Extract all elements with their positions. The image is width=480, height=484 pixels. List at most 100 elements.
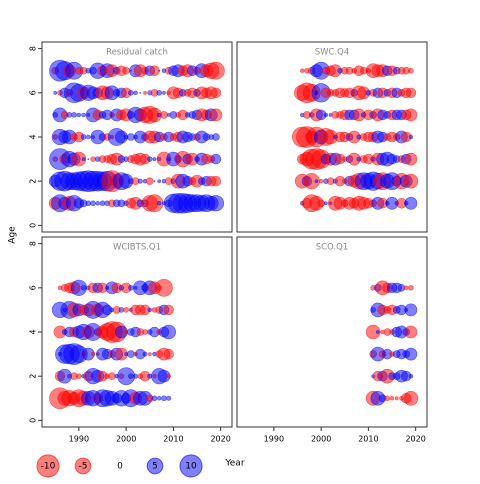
- bubble: [147, 307, 152, 313]
- bubble: [300, 68, 305, 73]
- legend-bubble: [179, 454, 203, 478]
- bubble: [323, 112, 329, 118]
- y-tick-label: 8: [29, 46, 38, 51]
- panel-title: SWC.Q4: [315, 48, 350, 58]
- bubble: [76, 373, 82, 379]
- bubble: [127, 133, 135, 141]
- x-axis-label: Year: [224, 459, 244, 469]
- legend-label: 10: [185, 462, 197, 472]
- bubble: [210, 87, 222, 99]
- bubble: [210, 153, 222, 165]
- bubble: [210, 175, 222, 187]
- x-tick-label: 2020: [405, 435, 425, 444]
- bubble: [90, 351, 96, 357]
- bubble: [161, 324, 176, 340]
- y-tick-label: 2: [29, 179, 38, 184]
- bubble: [153, 180, 156, 183]
- bubble: [403, 173, 419, 189]
- bubble: [145, 177, 154, 185]
- legend-bubble: [74, 457, 92, 475]
- bubble: [209, 108, 223, 122]
- bubble: [86, 134, 91, 140]
- bubble: [317, 199, 325, 208]
- bubble: [85, 200, 92, 207]
- bubble: [394, 396, 399, 401]
- bubble: [108, 372, 116, 380]
- y-tick-label: 0: [29, 418, 38, 423]
- bubble: [404, 196, 418, 210]
- bubble: [408, 67, 414, 74]
- bubble: [156, 396, 162, 401]
- panel-frame: [236, 41, 428, 233]
- bubble: [133, 90, 138, 96]
- bubble: [397, 284, 406, 292]
- bubble: [139, 91, 142, 94]
- bubble: [71, 112, 77, 118]
- panel-frame: [236, 236, 428, 428]
- bubble: [90, 200, 96, 207]
- bubble: [166, 373, 171, 379]
- bubble: [318, 178, 324, 184]
- bubble: [408, 285, 414, 291]
- bubble: [405, 87, 417, 99]
- bubble: [160, 111, 168, 119]
- bubble: [80, 285, 87, 291]
- x-tick-label: 2010: [358, 435, 378, 444]
- bubble: [207, 195, 225, 212]
- bubble: [133, 373, 139, 379]
- legend-label: 5: [152, 462, 158, 472]
- bubble: [207, 61, 225, 80]
- bubble: [80, 134, 87, 140]
- legend-bubble: [36, 454, 60, 478]
- y-tick-label: 4: [29, 329, 38, 334]
- bubble: [123, 307, 129, 313]
- bubble: [143, 90, 147, 95]
- bubble: [76, 112, 82, 118]
- panel-title: Residual catch: [106, 48, 168, 58]
- bubble: [314, 179, 319, 184]
- bubble: [128, 373, 134, 379]
- bubble: [404, 108, 418, 122]
- x-tick-label: 2020: [210, 435, 230, 444]
- bubble: [156, 90, 162, 96]
- bubble: [156, 201, 162, 206]
- legend-label: -5: [79, 462, 88, 472]
- bubble: [128, 90, 134, 96]
- bubble: [408, 373, 414, 379]
- bubble: [95, 201, 100, 206]
- bubble: [137, 178, 143, 184]
- bubble: [146, 156, 153, 162]
- bubble: [128, 285, 134, 291]
- bubble: [118, 307, 125, 313]
- bubble: [127, 350, 135, 358]
- bubble: [404, 347, 418, 361]
- bubble: [142, 329, 148, 335]
- bubble: [152, 157, 157, 161]
- bubble: [71, 151, 87, 167]
- y-tick-label: 0: [29, 223, 38, 228]
- bubble: [149, 65, 160, 76]
- bubble: [403, 285, 409, 291]
- bubble: [403, 390, 419, 406]
- bubble: [375, 330, 380, 334]
- bubble: [163, 348, 174, 360]
- y-tick-label: 4: [29, 134, 38, 139]
- y-axis-label: Age: [8, 226, 18, 244]
- x-tick-label: 2010: [163, 435, 183, 444]
- bubble: [151, 395, 158, 402]
- bubble: [53, 90, 58, 95]
- legend-label: -10: [41, 462, 56, 472]
- bubble: [122, 66, 130, 75]
- bubble: [212, 133, 220, 141]
- legend-bubble: [146, 457, 164, 475]
- legend-label: 0: [117, 462, 123, 472]
- bubble: [384, 395, 391, 402]
- y-tick-label: 6: [29, 90, 38, 95]
- bubble: [157, 179, 162, 184]
- x-tick-label: 2000: [116, 435, 136, 444]
- bubble: [323, 201, 328, 206]
- bubble: [404, 152, 418, 166]
- bubble: [162, 90, 166, 95]
- bubble: [163, 304, 174, 316]
